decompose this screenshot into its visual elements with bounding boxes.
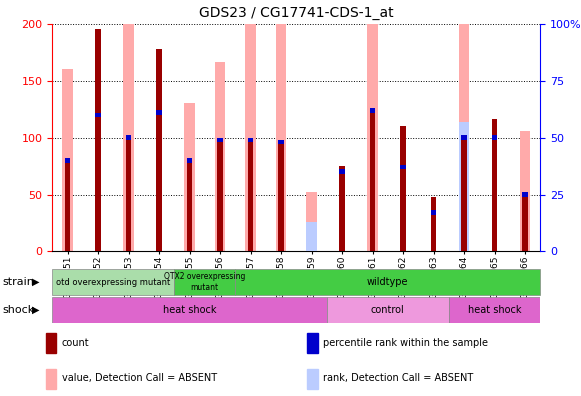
Bar [248,138,253,142]
Title: GDS23 / CG17741-CDS-1_at: GDS23 / CG17741-CDS-1_at [199,6,393,20]
Bar [46,369,56,389]
Bar [459,122,469,251]
Bar [461,138,467,251]
Bar [245,0,256,251]
Bar [156,110,162,115]
Bar [367,0,378,251]
Bar [184,103,195,251]
Bar [278,140,284,145]
Bar [95,115,101,251]
Text: heat shock: heat shock [163,305,216,315]
Bar [65,158,70,163]
Bar [431,213,436,251]
Text: rank, Detection Call = ABSENT: rank, Detection Call = ABSENT [323,373,474,383]
Bar [459,0,469,251]
Text: wildtype: wildtype [367,277,408,287]
Bar [126,135,131,140]
Bar [400,165,406,169]
Bar [370,108,375,112]
Bar [52,297,327,323]
Bar [278,142,284,251]
Text: otd overexpressing mutant: otd overexpressing mutant [56,278,170,287]
Bar [492,135,497,140]
Bar [62,69,73,251]
Bar [339,172,345,251]
Bar [235,269,540,295]
Text: value, Detection Call = ABSENT: value, Detection Call = ABSENT [62,373,217,383]
Bar [187,158,192,163]
Bar [449,297,540,323]
Bar [522,194,528,251]
Bar [156,112,162,251]
Bar [400,167,406,251]
Bar [431,197,436,251]
Bar [520,131,530,251]
Bar [522,192,528,197]
Bar [46,333,56,353]
Text: control: control [371,305,405,315]
Bar [126,138,131,251]
Bar [217,138,223,142]
Bar [215,63,225,251]
Bar [339,166,345,251]
Text: ▶: ▶ [32,305,40,315]
Bar [339,169,345,174]
Bar [276,0,286,251]
Text: strain: strain [3,277,35,287]
Text: heat shock: heat shock [468,305,521,315]
Text: OTX2 overexpressing
mutant: OTX2 overexpressing mutant [164,272,246,292]
Bar [370,110,375,251]
Bar [492,138,497,251]
Bar [95,112,101,117]
Bar [306,222,317,251]
Text: count: count [62,337,89,348]
Bar [123,0,134,251]
Bar [492,120,497,251]
Text: shock: shock [3,305,35,315]
Bar [248,140,253,251]
Bar [400,126,406,251]
Bar [461,135,467,140]
Bar [174,269,235,295]
Text: ▶: ▶ [32,277,40,287]
Bar [307,369,318,389]
Bar [156,49,162,251]
Bar [307,333,318,353]
Bar [95,29,101,251]
Text: percentile rank within the sample: percentile rank within the sample [323,337,488,348]
Bar [187,160,192,251]
Bar [306,192,317,251]
Bar [431,211,436,215]
Bar [52,269,174,295]
Bar [327,297,449,323]
Bar [65,160,70,251]
Bar [217,140,223,251]
